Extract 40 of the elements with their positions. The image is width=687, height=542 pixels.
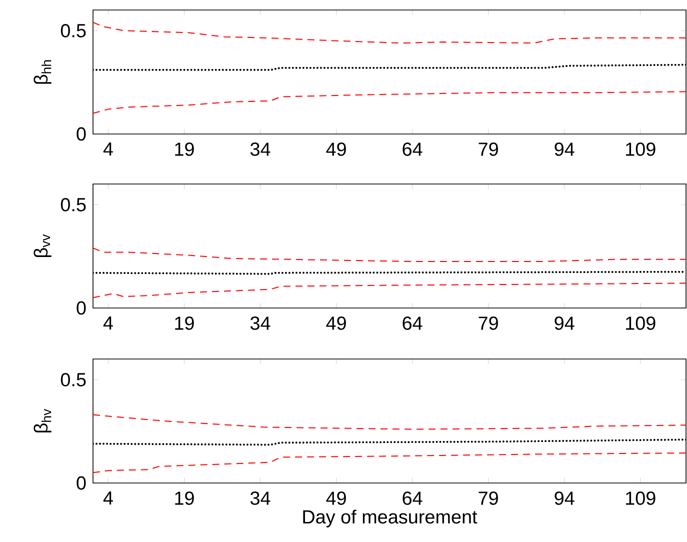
x-tick-label: 109	[626, 316, 656, 330]
line-series	[93, 452, 686, 474]
y-tick-label: 0.5	[60, 24, 86, 38]
x-tick-label: 49	[326, 316, 346, 330]
x-tick-label: 79	[478, 316, 498, 330]
x-tick-label: 34	[250, 142, 270, 156]
x-tick-label: 94	[554, 491, 574, 505]
x-tick-label: 19	[175, 491, 194, 505]
x-tick-label: 49	[326, 491, 346, 505]
y-tick-label: 0.5	[60, 198, 86, 212]
x-tick-label: 79	[478, 142, 498, 156]
line-series	[93, 282, 686, 298]
x-tick-label: 49	[326, 142, 346, 156]
x-tick-label: 4	[103, 316, 113, 330]
x-tick-label: 79	[478, 491, 498, 505]
y-axis-title: β$_{hv}$	[34, 408, 52, 432]
x-tick-label: 94	[554, 316, 574, 330]
line-series	[93, 22, 686, 44]
line-series	[93, 248, 686, 262]
x-axis-title: Day of measurement	[303, 510, 478, 528]
line-series	[93, 91, 686, 114]
x-tick-label: 64	[402, 316, 422, 330]
x-tick-label: 19	[175, 316, 194, 330]
y-tick-label: 0	[76, 127, 86, 141]
x-tick-label: 109	[626, 491, 656, 505]
x-tick-label: 64	[402, 142, 422, 156]
y-axis-title: β$_{hh}$	[34, 60, 52, 84]
x-tick-label: 34	[250, 316, 270, 330]
x-tick-label: 4	[103, 142, 113, 156]
x-tick-label: 64	[402, 491, 422, 505]
y-tick-label: 0	[76, 476, 86, 490]
x-tick-label: 19	[175, 142, 194, 156]
line-series	[93, 414, 686, 430]
x-tick-label: 4	[103, 492, 113, 505]
x-tick-label: 109	[626, 142, 656, 156]
y-tick-label: 0	[76, 301, 86, 315]
y-tick-label: 0.5	[60, 372, 86, 386]
x-tick-label: 34	[250, 491, 270, 505]
y-axis-title: β$_{vv}$	[34, 234, 52, 257]
x-tick-label: 94	[554, 142, 574, 156]
